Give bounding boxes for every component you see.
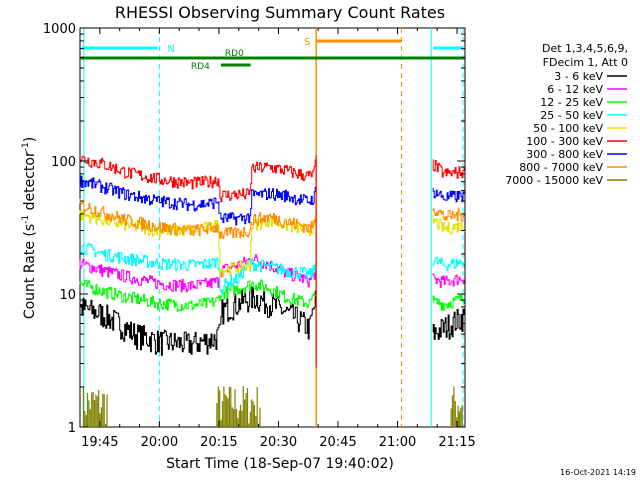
y-axis-ticks: 1 10 100 1000: [43, 22, 465, 436]
x-tick-label: 21:15: [438, 435, 475, 450]
x-axis-ticks: 19:45 20:00 20:15 20:30 20:45 21:00 21:15: [79, 28, 476, 450]
plot-frame: [79, 27, 466, 428]
y-axis-label-sup2: -1: [21, 142, 31, 151]
series-300-800-kev-line: [79, 175, 317, 226]
x-tick-label: 20:30: [260, 435, 297, 450]
series-100-300-kev-line-after-gap: [432, 159, 465, 179]
x-axis-label: Start Time (18-Sep-07 19:40:02): [166, 456, 394, 472]
series-6-12-kev-line: [79, 254, 317, 293]
legend-label-12-25-kev: 12 - 25 keV: [540, 96, 603, 109]
legend: Det 1,3,4,5,6,9, FDecim 1, Att 0 3 - 6 k…: [505, 42, 628, 187]
series-300-800-kev-line-after-gap: [432, 187, 465, 203]
series-7000-15000-kev-segment-2: [450, 386, 463, 427]
series-100-300-kev-line: [80, 155, 317, 203]
night-label: N: [167, 44, 174, 55]
chart-title: RHESSI Observing Summary Count Rates: [115, 3, 445, 22]
y-axis-label-sup1: -1: [21, 215, 31, 224]
series-800-7000-kev-line-after-gap: [432, 208, 465, 222]
legend-label-300-800-kev: 300 - 800 keV: [526, 148, 603, 161]
legend-label-3-6-kev: 3 - 6 keV: [554, 70, 603, 83]
series-3-6-kev-line-after-gap: [432, 308, 465, 340]
series-50-100-kev-line-after-gap: [432, 214, 465, 235]
plot-timestamp: 16-Oct-2021 14:19: [560, 468, 636, 477]
y-tick-label: 1000: [43, 22, 76, 37]
y-axis-label-main: Count Rate (s: [22, 224, 38, 319]
saa-label: S: [304, 37, 310, 48]
x-tick-label: 20:00: [141, 435, 178, 450]
legend-label-6-12-kev: 6 - 12 keV: [547, 83, 603, 96]
rd4-label: RD4: [191, 62, 210, 72]
series-7000-15000-kev-segment-1: [216, 386, 261, 427]
y-axis-label: Count Rate (s-1 detector-1): [21, 137, 38, 319]
series-25-50-kev-line-after-gap: [432, 256, 465, 272]
series-7000-15000-kev-segment-0: [82, 386, 108, 427]
x-tick-label: 20:45: [319, 435, 356, 450]
y-tick-label: 100: [51, 155, 76, 170]
series-25-50-kev-line: [80, 242, 317, 294]
legend-label-800-7000-kev: 800 - 7000 keV: [519, 161, 603, 174]
y-axis-label-end: ): [22, 137, 38, 142]
x-tick-label: 19:45: [81, 435, 118, 450]
legend-header-line-1: Det 1,3,4,5,6,9,: [542, 42, 628, 55]
x-tick-label: 21:00: [379, 435, 416, 450]
legend-label-25-50-kev: 25 - 50 keV: [540, 109, 603, 122]
series-3-6-kev-line: [79, 286, 317, 356]
y-axis-label-mid: detector: [22, 151, 38, 215]
legend-label-7000-15000-kev: 7000 - 15000 keV: [505, 174, 603, 187]
legend-label-50-100-kev: 50 - 100 keV: [533, 122, 603, 135]
series-6-12-kev-line-after-gap: [432, 273, 465, 288]
series-12-25-kev-line: [79, 279, 317, 312]
rd0-label: RD0: [225, 49, 244, 59]
series-12-25-kev-line-after-gap: [432, 293, 465, 311]
legend-header-line-2: FDecim 1, Att 0: [543, 56, 628, 69]
x-tick-label: 20:15: [200, 435, 237, 450]
y-tick-label: 10: [59, 288, 76, 303]
y-tick-label: 1: [68, 421, 76, 436]
series-layer: [79, 155, 465, 427]
legend-label-100-300-kev: 100 - 300 keV: [526, 135, 603, 148]
series-800-7000-kev-line: [79, 198, 317, 239]
